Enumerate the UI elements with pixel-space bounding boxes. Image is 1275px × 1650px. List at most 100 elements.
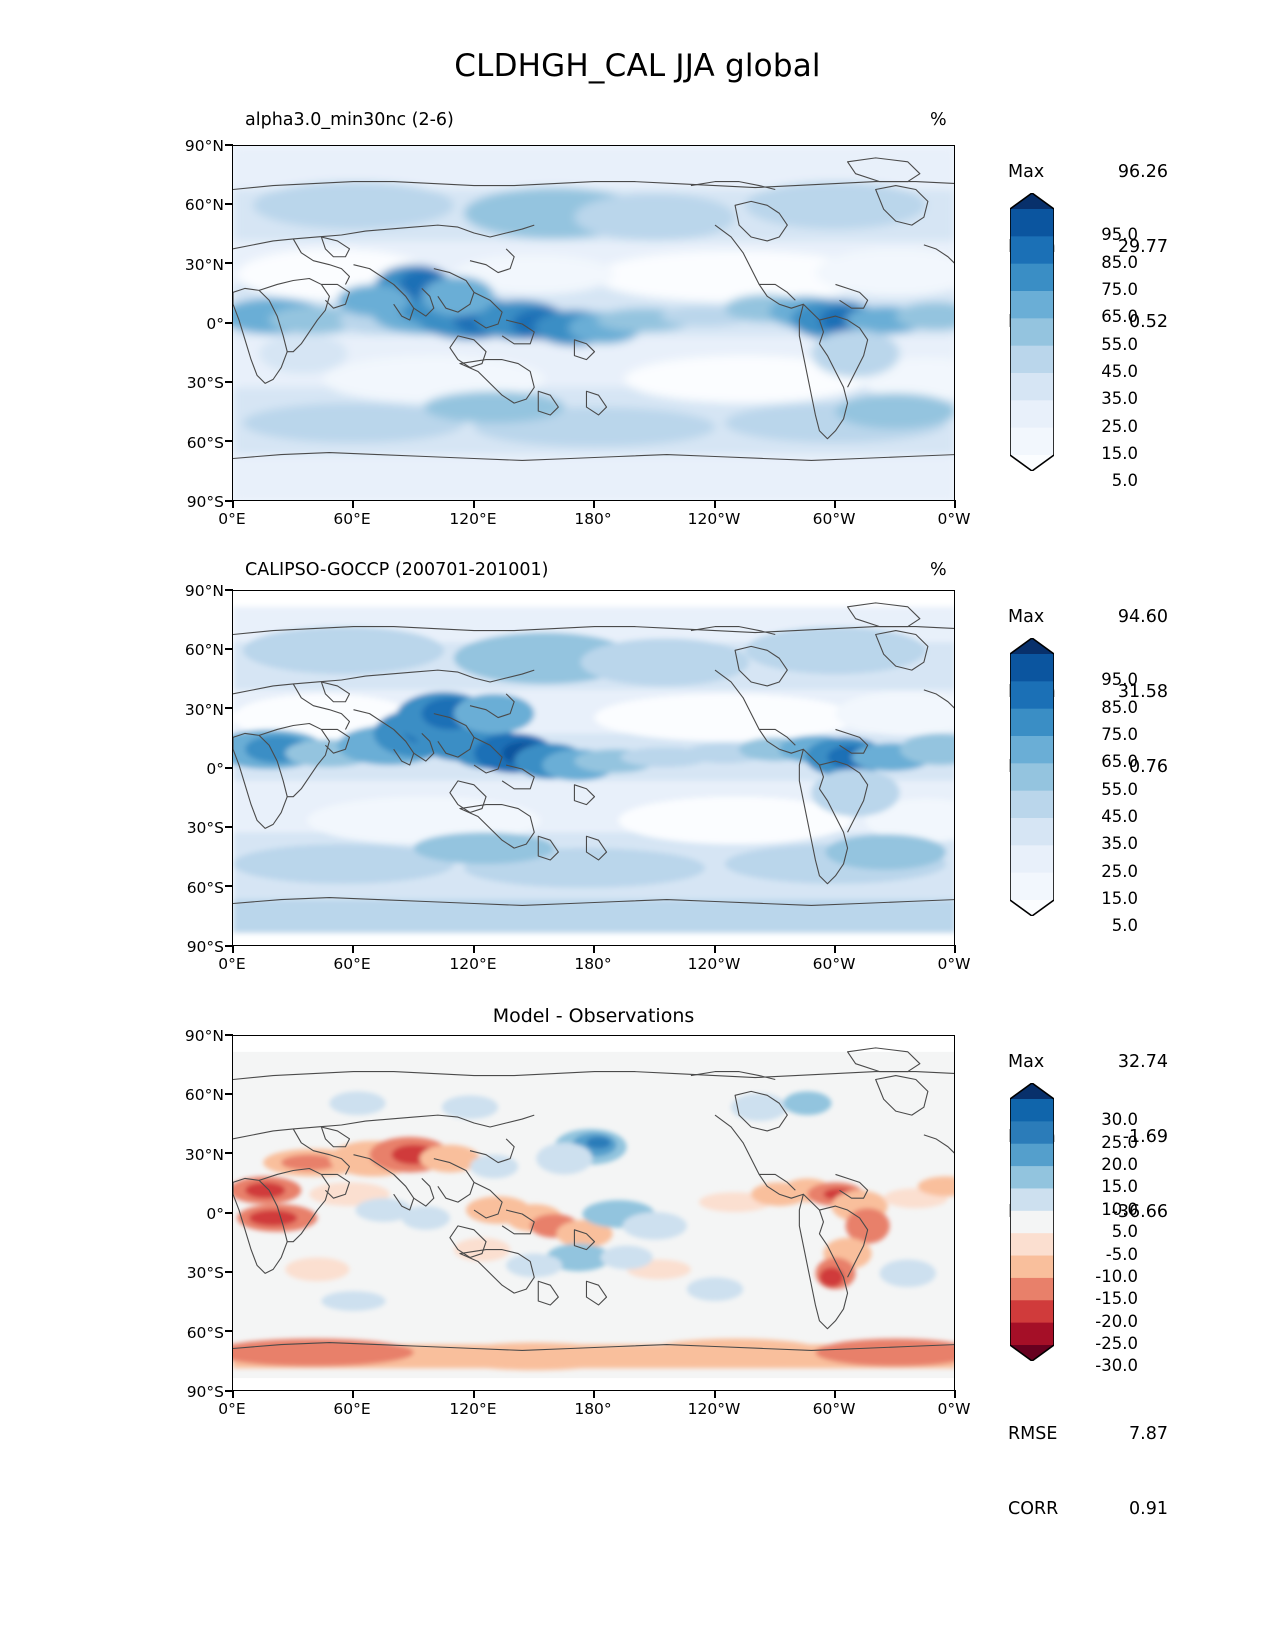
cb1-tick-label: 15.0 [1101, 889, 1138, 908]
map-observations-ytick-2 [225, 707, 233, 709]
map-observations-xlabel-4: 120°W [687, 955, 741, 973]
map-observations-ylabel-6: 90°S [186, 938, 224, 956]
map-observations-xtick-0 [232, 945, 234, 953]
map-observations-ytick-5 [225, 885, 233, 887]
stat-label: Max [1008, 162, 1045, 182]
figure-title: CLDHGH_CAL JJA global [454, 48, 821, 84]
map-observations-xlabel-0: 0°E [218, 955, 246, 973]
map-observations-ylabel-1: 60°N [184, 641, 224, 659]
map-difference-ytick-1 [225, 1093, 233, 1095]
map-model-xtick-2 [473, 500, 475, 508]
cb0-tick-label: 5.0 [1111, 471, 1138, 491]
panel-observations-title: CALIPSO-GOCCP (200701-201001) [245, 560, 549, 580]
map-observations-xlabel-1: 60°E [333, 955, 371, 973]
stat-label: CORR [1008, 1499, 1059, 1519]
map-difference-ytick-2 [225, 1152, 233, 1154]
map-observations-ytick-0 [225, 589, 233, 591]
map-difference-xlabel-0: 0°E [218, 1400, 246, 1418]
cb2-tick-label: 15.0 [1101, 1177, 1138, 1197]
colorbar-difference[interactable] [1010, 1083, 1054, 1361]
map-difference-ylabel-4: 30°S [186, 1264, 224, 1282]
stat-value: 32.74 [1117, 1052, 1168, 1072]
cb1-tick-label: 5.0 [1111, 916, 1138, 936]
stat-value: 94.60 [1117, 607, 1168, 627]
map-model-ytick-5 [225, 440, 233, 442]
map-observations-canvas [233, 591, 954, 945]
map-difference-ylabel-0: 90°N [184, 1027, 224, 1045]
map-model-xlabel-2: 120°E [449, 510, 497, 528]
stat-value: 0.76 [1129, 757, 1168, 777]
panel-observations: CALIPSO-GOCCP (200701-201001) % [0, 0, 1275, 973]
map-observations-ylabel-0: 90°N [184, 582, 224, 600]
map-difference[interactable] [232, 1035, 955, 1391]
map-observations-ylabel-3: 0° [206, 760, 224, 778]
map-difference-ylabel-3: 0° [206, 1205, 224, 1223]
map-observations-xtick-3 [593, 945, 595, 953]
stat-value: 0.52 [1129, 312, 1168, 332]
cb2-tick-label: -10.0 [1095, 1266, 1138, 1286]
map-model-xtick-5 [834, 500, 836, 508]
stat-label: Max [1008, 1052, 1045, 1072]
map-model-ylabel-0: 90°N [184, 137, 224, 155]
map-observations-ylabel-5: 60°S [186, 879, 224, 897]
cb2-svg [1010, 1083, 1054, 1361]
cb2-tick-label: 25.0 [1101, 1132, 1138, 1152]
map-model-ylabel-1: 60°N [184, 196, 224, 214]
cb2-tick-label: -30.0 [1095, 1356, 1138, 1376]
cb2-tick-label: -15.0 [1095, 1289, 1138, 1309]
cb2-tick-label: -25.0 [1095, 1334, 1138, 1353]
map-observations-xtick-6 [954, 945, 956, 953]
map-difference-xlabel-2: 120°E [449, 1400, 497, 1418]
cb2-tick-label: -5.0 [1105, 1244, 1138, 1264]
map-model-xtick-0 [232, 500, 234, 508]
colorbar-model[interactable] [1010, 193, 1054, 471]
stat-value: 0.91 [1129, 1499, 1168, 1519]
cb1-svg [1010, 638, 1054, 916]
map-model-ytick-6 [225, 500, 233, 502]
panel-difference-title: Model - Observations [492, 1005, 695, 1027]
map-observations-xtick-4 [714, 945, 716, 953]
map-model-canvas [233, 146, 954, 500]
cb2-tick-label: 10.0 [1101, 1199, 1138, 1219]
map-observations[interactable] [232, 590, 955, 946]
map-observations-ytick-1 [225, 648, 233, 650]
map-observations-xtick-2 [473, 945, 475, 953]
stat-row: Max 94.60 [1008, 605, 1168, 630]
map-difference-ylabel-2: 30°N [184, 1146, 224, 1164]
cb2-tick-label: 5.0 [1111, 1222, 1138, 1242]
map-difference-xlabel-5: 60°W [812, 1400, 856, 1418]
map-observations-xtick-1 [352, 945, 354, 953]
cb0-tick-label: 95.0 [1101, 225, 1138, 245]
map-difference-xtick-1 [352, 1390, 354, 1398]
cb0-tick-label: 85.0 [1101, 252, 1138, 272]
map-difference-ylabel-5: 60°S [186, 1324, 224, 1342]
cb2-tick-label: 30.0 [1101, 1110, 1138, 1130]
map-difference-xtick-6 [954, 1390, 956, 1398]
cb0-tick-label: 25.0 [1101, 416, 1138, 436]
map-difference-ytick-6 [225, 1390, 233, 1392]
map-difference-ylabel-6: 90°S [186, 1383, 224, 1401]
map-observations-ylabel-2: 30°N [184, 701, 224, 719]
stat-value: 7.87 [1129, 1424, 1168, 1444]
panel-difference: Model - Observations [0, 0, 1275, 1519]
map-difference-ylabel-1: 60°N [184, 1086, 224, 1104]
stat-value: 29.77 [1117, 237, 1168, 257]
panel-observations-units: % [930, 560, 947, 580]
map-model-xlabel-3: 180° [574, 510, 612, 528]
map-difference-xtick-2 [473, 1390, 475, 1398]
map-difference-xlabel-4: 120°W [687, 1400, 741, 1418]
map-difference-xlabel-3: 180° [574, 1400, 612, 1418]
map-observations-ytick-4 [225, 826, 233, 828]
map-model-ylabel-5: 60°S [186, 434, 224, 452]
stat-row: CORR 0.91 [1008, 1497, 1168, 1522]
cb0-tick-label: 65.0 [1101, 307, 1138, 327]
stat-value: -36.66 [1111, 1202, 1168, 1222]
colorbar-observations[interactable] [1010, 638, 1054, 916]
map-model-ytick-2 [225, 262, 233, 264]
map-model-ytick-1 [225, 203, 233, 205]
cb1-tick-label: 75.0 [1101, 725, 1138, 744]
cb1-tick-label: 25.0 [1101, 861, 1138, 881]
map-observations-xlabel-6: 0°W [937, 955, 971, 973]
map-model[interactable] [232, 145, 955, 501]
